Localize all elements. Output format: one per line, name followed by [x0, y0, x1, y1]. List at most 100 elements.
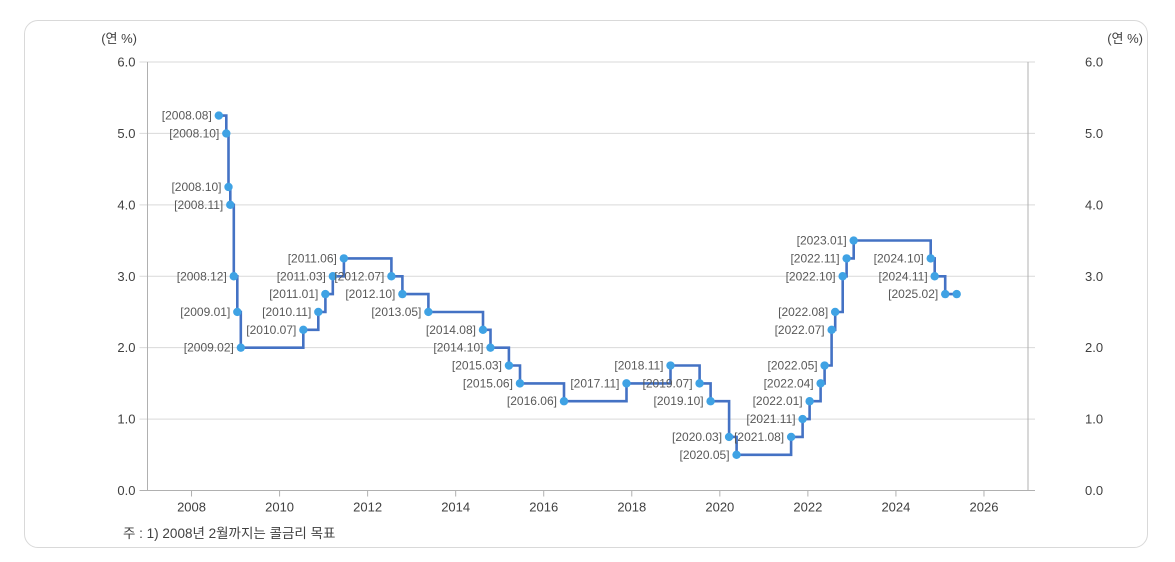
rate-marker-11 — [339, 254, 349, 263]
y-tick-label-right-3.0: 3.0 — [1085, 269, 1103, 284]
y-tick-label-left-2.0: 2.0 — [117, 340, 135, 355]
rate-label-26: [2021.08] — [734, 430, 784, 444]
x-tick-label-2026: 2026 — [970, 500, 999, 515]
x-tick-label-2014: 2014 — [441, 500, 470, 515]
rate-marker-24 — [724, 432, 734, 442]
rate-label-25: [2020.05] — [680, 448, 730, 462]
rate-label-5: [2009.01] — [180, 305, 230, 319]
rate-marker-25 — [732, 450, 741, 459]
rate-label-27: [2021.11] — [746, 412, 795, 426]
rate-label-12: [2012.07] — [334, 269, 384, 283]
rate-marker-23 — [706, 397, 715, 406]
rate-label-38: [2025.02] — [888, 287, 938, 301]
rate-label-32: [2022.08] — [778, 305, 828, 319]
x-tick-label-2018: 2018 — [617, 500, 646, 515]
y-tick-label-left-0.0: 0.0 — [117, 483, 135, 498]
rate-point-labels: [2008.08] [2008.10] [2008.10] [2008.11] [200… — [162, 109, 938, 462]
y-tick-label-right-1.0: 1.0 — [1085, 412, 1103, 427]
y-tick-label-right-6.0: 6.0 — [1085, 55, 1103, 70]
base-rate-line-path — [218, 114, 957, 457]
rate-label-18: [2015.06] — [463, 376, 513, 390]
rate-marker-35 — [849, 236, 858, 245]
rate-marker-2 — [224, 182, 233, 192]
rate-marker-36 — [926, 254, 935, 263]
chart-footnote: 주 : 1) 2008년 2월까지는 콜금리 목표 — [123, 526, 335, 541]
rate-marker-13 — [398, 289, 407, 299]
rate-label-29: [2022.04] — [764, 376, 814, 390]
rate-marker-38 — [941, 289, 950, 299]
x-tick-label-2016: 2016 — [529, 500, 558, 515]
rate-label-21: [2018.11] — [614, 359, 663, 373]
rate-marker-15 — [478, 325, 488, 335]
rate-label-8: [2010.11] — [262, 305, 311, 319]
rate-label-11: [2011.06] — [288, 251, 337, 265]
rate-marker-4 — [229, 272, 238, 281]
rate-label-17: [2015.03] — [452, 359, 502, 373]
rate-marker-21 — [666, 361, 675, 370]
y-tick-label-left-5.0: 5.0 — [117, 126, 135, 141]
rate-marker-5 — [233, 307, 242, 317]
axes — [139, 62, 1035, 497]
rate-marker-29 — [816, 379, 825, 388]
x-tick-label-2020: 2020 — [705, 500, 734, 515]
rate-marker-18 — [515, 379, 525, 388]
rate-label-37: [2024.11] — [879, 269, 928, 283]
rate-label-13: [2012.10] — [345, 287, 395, 301]
rate-label-16: [2014.10] — [433, 341, 483, 355]
rate-label-23: [2019.10] — [654, 394, 704, 408]
rate-marker-7 — [299, 325, 308, 335]
rate-label-2: [2008.10] — [171, 180, 221, 194]
x-tick-label-2024: 2024 — [881, 500, 910, 515]
x-tick-label-2008: 2008 — [177, 500, 206, 515]
rate-marker-0 — [214, 111, 224, 120]
rate-marker-39 — [952, 289, 961, 299]
y-tick-label-right-0.0: 0.0 — [1085, 483, 1103, 498]
rate-marker-34 — [842, 254, 851, 263]
rate-marker-31 — [827, 325, 836, 335]
rate-label-14: [2013.05] — [371, 305, 421, 319]
rate-marker-26 — [786, 432, 796, 442]
rate-label-6: [2009.02] — [184, 341, 234, 355]
y-tick-label-left-4.0: 4.0 — [117, 197, 135, 212]
rate-marker-37 — [930, 272, 939, 281]
rate-marker-6 — [236, 343, 246, 352]
rate-label-35: [2023.01] — [797, 234, 847, 248]
y-tick-label-left-6.0: 6.0 — [117, 55, 135, 70]
axis-tick-labels: 2008 2010 2012 2014 2016 2018 2020 2022 2024 2026… — [117, 55, 1103, 515]
rate-label-15: [2014.08] — [426, 323, 476, 337]
y-tick-label-left-3.0: 3.0 — [117, 269, 135, 284]
rate-label-9: [2011.01] — [269, 287, 318, 301]
rate-label-19: [2016.06] — [507, 394, 557, 408]
y-tick-label-left-1.0: 1.0 — [117, 412, 135, 427]
rate-label-34: [2022.11] — [790, 251, 839, 265]
rate-label-30: [2022.05] — [768, 359, 818, 373]
rate-label-10: [2011.03] — [277, 269, 326, 283]
y-tick-label-right-2.0: 2.0 — [1085, 340, 1103, 355]
rate-marker-16 — [486, 343, 495, 352]
rate-label-1: [2008.10] — [169, 126, 219, 140]
rate-marker-8 — [314, 307, 323, 317]
rate-label-7: [2010.07] — [246, 323, 296, 337]
rate-label-36: [2024.10] — [874, 251, 924, 265]
rate-marker-27 — [798, 414, 807, 424]
rate-label-0: [2008.08] — [162, 109, 212, 123]
y-axis-unit-left: (연 %) — [101, 31, 137, 46]
x-tick-label-2022: 2022 — [793, 500, 822, 515]
rate-label-3: [2008.11] — [174, 198, 223, 212]
rate-marker-28 — [805, 397, 814, 406]
rate-label-33: [2022.10] — [786, 269, 836, 283]
rate-marker-9 — [321, 289, 330, 299]
rate-label-22: [2019.07] — [643, 376, 693, 390]
rate-marker-1 — [222, 129, 231, 138]
rate-marker-32 — [830, 307, 840, 317]
rate-marker-12 — [387, 272, 396, 281]
rate-marker-14 — [424, 307, 433, 317]
rate-label-24: [2020.03] — [672, 430, 722, 444]
rate-marker-17 — [504, 361, 514, 370]
x-tick-label-2012: 2012 — [353, 500, 382, 515]
rate-marker-20 — [622, 379, 631, 388]
x-tick-label-2010: 2010 — [265, 500, 294, 515]
rate-step-line — [218, 114, 957, 457]
